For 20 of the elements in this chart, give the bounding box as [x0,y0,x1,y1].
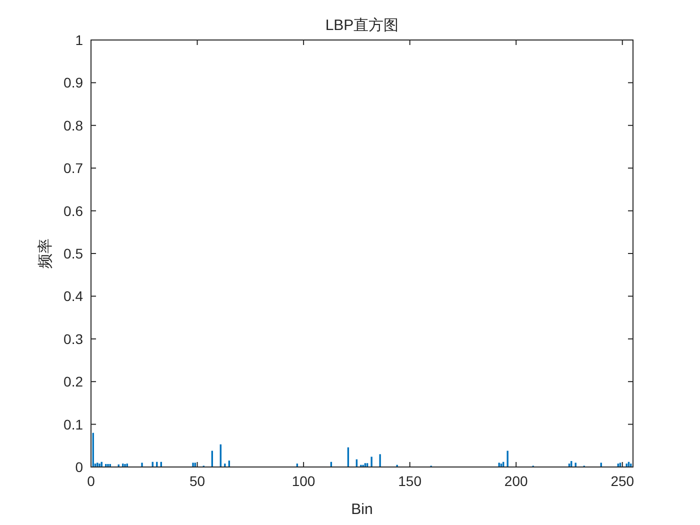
x-tick-label: 200 [504,473,528,489]
y-axis-title: 频率 [37,238,54,268]
x-tick-label: 100 [292,473,316,489]
x-tick-label: 250 [610,473,634,489]
y-tick-label: 0.4 [64,288,84,304]
y-tick-label: 1 [75,32,84,48]
y-tick-label: 0.9 [64,74,84,91]
y-tick-label: 0.6 [64,202,84,219]
y-tick-label: 0.8 [64,117,84,134]
chart-title: LBP直方图 [325,17,399,34]
y-tick-label: 0 [75,459,84,475]
y-tick-label: 0.5 [64,246,84,262]
x-tick-label: 50 [189,473,206,489]
y-tick-label: 0.2 [64,374,84,390]
x-axis-title: Bin [351,501,373,518]
y-tick-label: 0.3 [64,330,84,347]
y-tick-label: 0.7 [64,160,84,176]
y-tick-label: 0.1 [64,416,84,432]
x-tick-label: 150 [398,473,422,489]
x-tick-label: 0 [87,473,96,489]
